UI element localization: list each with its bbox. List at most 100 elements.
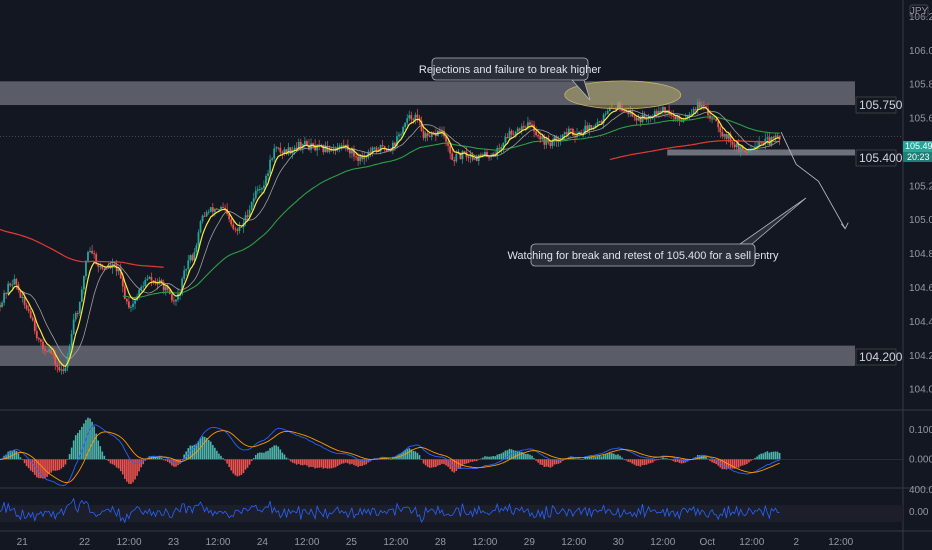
callout-top[interactable]: Rejections and failure to break higher: [419, 57, 602, 81]
candle-body: [381, 145, 384, 147]
candle-body: [128, 301, 130, 308]
macd-histogram-bar: [242, 459, 245, 473]
macd-histogram-bar: [619, 455, 621, 460]
candle-body: [711, 118, 713, 120]
macd-histogram-bar: [121, 459, 124, 475]
macd-histogram-bar: [653, 459, 656, 461]
macd-histogram-bar: [406, 449, 408, 460]
candle-body: [643, 114, 646, 120]
time-tick-label: 12:00: [294, 537, 319, 548]
callout-bottom[interactable]: Watching for break and retest of 105.400…: [507, 243, 779, 267]
macd-histogram-bar: [758, 454, 760, 460]
macd-histogram-bar: [737, 459, 740, 468]
macd-histogram-bar: [357, 459, 359, 467]
macd-histogram-bar: [582, 459, 584, 460]
time-tick-label: 12:00: [116, 537, 141, 548]
candle-body: [756, 145, 758, 148]
macd-histogram-bar: [148, 456, 151, 460]
macd-histogram-bar: [651, 459, 654, 463]
macd-histogram-bar: [359, 459, 361, 467]
candle-body: [670, 114, 673, 116]
price-tick-label: 104.800: [909, 249, 932, 260]
zone-label-lower: 104.200: [855, 348, 903, 366]
candle-body: [459, 152, 462, 160]
projection-arrow: [780, 131, 846, 229]
macd-histogram-bar: [602, 455, 605, 460]
macd-histogram-bar: [113, 459, 116, 466]
macd-histogram-bar: [25, 459, 28, 467]
macd-histogram-bar: [467, 459, 470, 464]
candle-body: [314, 145, 317, 151]
macd-histogram-bar: [62, 459, 65, 468]
candle-body: [332, 150, 335, 152]
macd-histogram-bar: [441, 459, 443, 464]
candle-body: [19, 290, 22, 298]
macd-histogram-bar: [537, 459, 539, 463]
candle-body: [772, 137, 775, 139]
macd-histogram-bar: [576, 458, 578, 460]
candle-body: [267, 173, 269, 176]
macd-histogram-bar: [105, 459, 108, 460]
macd-histogram-bar: [101, 451, 104, 460]
macd-histogram-bar: [756, 456, 758, 460]
macd-histogram-bar: [768, 452, 771, 460]
symbol-badge[interactable]: JPY: [909, 4, 929, 18]
candle-body: [3, 292, 5, 303]
macd-histogram-bar: [475, 459, 478, 462]
candle-body: [248, 209, 251, 217]
candle-body: [351, 148, 353, 154]
candle-body: [641, 114, 644, 123]
candle-body: [510, 130, 513, 135]
macd-histogram-bar: [228, 459, 230, 468]
macd-histogram-bar: [166, 459, 169, 462]
macd-histogram-bar: [70, 447, 73, 460]
macd-histogram-bar: [486, 456, 488, 460]
time-tick-label: 22: [79, 537, 91, 548]
macd-histogram-bar: [478, 459, 480, 460]
candle-body: [567, 128, 570, 135]
macd-histogram-bar: [140, 459, 142, 468]
candle-body: [115, 265, 118, 272]
macd-histogram-bar: [465, 459, 468, 464]
candle-body: [543, 136, 546, 145]
candle-body: [105, 268, 108, 270]
macd-histogram-bar: [729, 459, 732, 469]
macd-histogram-bar: [183, 454, 185, 460]
macd-histogram-bar: [107, 459, 110, 462]
candle-body: [132, 303, 134, 307]
macd-histogram-bar: [555, 459, 558, 465]
candle-body: [60, 369, 63, 371]
macd-histogram-bar: [289, 459, 292, 462]
candle-body: [531, 124, 533, 126]
candle-body: [355, 156, 357, 158]
macd-histogram-bar: [623, 459, 625, 460]
candle-body: [463, 151, 466, 153]
candle-body: [606, 110, 609, 114]
candle-body: [776, 135, 779, 137]
macd-histogram-bar: [224, 459, 226, 461]
candle-body: [416, 114, 419, 118]
candle-body: [7, 283, 10, 295]
macd-histogram-bar: [709, 459, 711, 461]
macd-histogram-bar: [422, 459, 425, 464]
level-label-text: 105.400: [859, 151, 903, 165]
price-tick-label: 104.200: [909, 351, 932, 362]
macd-histogram-bar: [287, 458, 290, 460]
macd-histogram-bar: [308, 459, 310, 468]
macd-histogram-bar: [342, 459, 345, 464]
macd-histogram-bar: [455, 459, 458, 471]
candle-body: [484, 152, 486, 155]
macd-histogram-bar: [498, 454, 501, 460]
candle-body: [162, 282, 165, 291]
macd-histogram-bar: [293, 459, 296, 464]
candle-body: [70, 334, 73, 347]
candle-body: [287, 147, 290, 155]
macd-histogram-bar: [469, 459, 472, 462]
macd-histogram-bar: [60, 459, 63, 469]
candle-body: [363, 155, 366, 160]
candle-body: [166, 286, 169, 290]
time-tick-label: 12:00: [383, 537, 408, 548]
candle-body: [430, 133, 433, 137]
macd-histogram-bar: [592, 457, 595, 460]
macd-histogram-bar: [600, 456, 603, 460]
